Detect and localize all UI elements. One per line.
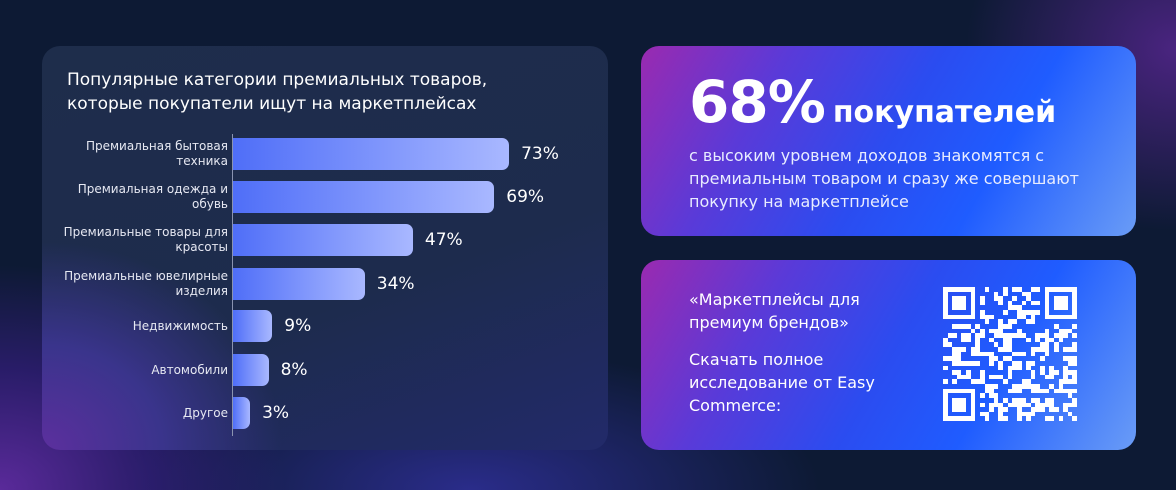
download-text: Скачать полное исследование от Easy Comm… [689,350,875,415]
chart-title: Популярные категории премиальных товаров… [67,70,488,114]
chart-card: Популярные категории премиальных товаров… [42,46,608,450]
bar [233,310,273,342]
chart-row: Автомобили 8% [42,354,608,386]
chart-row: Премиальные ювелирные изделия 34% [42,268,608,300]
chart-row: Недвижимость 9% [42,310,608,342]
category-label: Другое [182,405,228,420]
chart-row: Премиальные товары для красоты 47% [42,224,608,256]
stat-number: 68% [689,68,826,136]
category-label: Недвижимость [132,318,228,333]
value-label: 8% [280,360,308,380]
bar [233,138,510,170]
category-label: Премиальные ювелирные изделия [64,269,228,298]
value-label: 9% [284,316,312,336]
download-card: «Маркетплейсы для премиум брендов» Скача… [641,260,1136,450]
category-label: Автомобили [151,362,228,377]
value-label: 69% [506,187,545,207]
chart-row: Премиальная одежда и обувь 69% [42,181,608,213]
bar [233,268,365,300]
stat-text: с высоким уровнем доходов знакомятся с п… [689,146,1079,211]
stat-word: покупателей [832,95,1057,130]
value-label: 3% [262,403,290,423]
bar [233,397,251,429]
chart-row: Премиальная бытовая техника 73% [42,138,608,170]
value-label: 34% [376,274,415,294]
chart-axis [232,134,233,436]
bar [233,181,495,213]
category-label: Премиальная одежда и обувь [77,182,228,211]
bar [233,224,413,256]
category-label: Премиальная бытовая техника [85,139,228,168]
value-label: 47% [424,230,463,250]
qr-code-icon[interactable] [943,287,1077,421]
stat-card: 68% покупателей с высоким уровнем доходов… [641,46,1136,236]
chart-row: Другое 3% [42,397,608,429]
bar [233,354,269,386]
value-label: 73% [521,144,559,164]
report-title: «Маркетплейсы для премиум брендов» [689,290,860,332]
category-label: Премиальные товары для красоты [63,225,228,254]
